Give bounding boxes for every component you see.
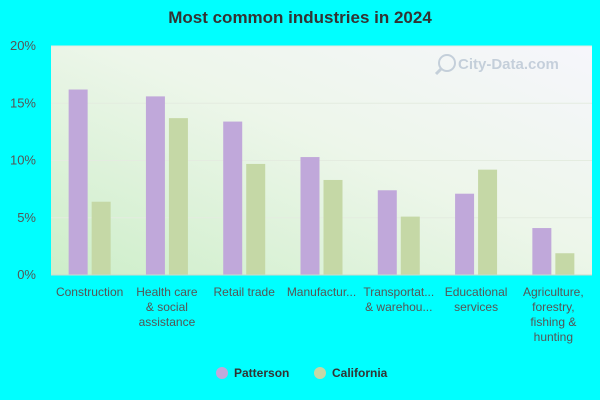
watermark-magnifier-icon: [438, 54, 456, 72]
legend-swatch-california: [314, 367, 326, 379]
chart-title: Most common industries in 2024: [168, 8, 432, 27]
x-category-label: Manufactur...: [287, 285, 356, 299]
y-tick-label: 10%: [10, 153, 36, 168]
bar-patterson[interactable]: [223, 121, 243, 275]
watermark-magnifier-handle: [434, 67, 443, 76]
y-axis-ticks: 0% 5% 10% 15% 20%: [10, 38, 36, 282]
x-category-label: Agriculture, forestry, fishing & hunting: [523, 285, 584, 344]
gridlines: [51, 45, 592, 219]
bar-patterson[interactable]: [68, 89, 88, 275]
bar-patterson[interactable]: [300, 157, 320, 275]
bars: [68, 89, 575, 275]
watermark-text: City-Data.com: [458, 56, 559, 73]
bar-california[interactable]: [323, 179, 343, 275]
bar-patterson[interactable]: [532, 228, 552, 275]
bar-california[interactable]: [400, 216, 420, 275]
bar-patterson[interactable]: [377, 190, 397, 275]
legend: Patterson California: [216, 366, 388, 380]
bar-california[interactable]: [555, 253, 575, 275]
x-category-label: Educational services: [445, 285, 508, 314]
x-category-label: Health care & social assistance: [136, 285, 198, 329]
bar-california[interactable]: [478, 169, 498, 275]
y-tick-label: 15%: [10, 95, 36, 110]
y-tick-label: 0%: [17, 267, 36, 282]
y-tick-label: 5%: [17, 210, 36, 225]
legend-label-california: California: [332, 366, 388, 380]
bar-california[interactable]: [91, 201, 111, 275]
watermark-logo: City-Data.com: [434, 54, 559, 76]
y-tick-label: 20%: [10, 38, 36, 53]
bar-california[interactable]: [168, 118, 188, 275]
legend-swatch-patterson: [216, 367, 228, 379]
bar-patterson[interactable]: [145, 96, 165, 275]
x-category-label: Retail trade: [214, 285, 276, 299]
x-axis-labels: Construction Health care & social assistanc…: [51, 274, 592, 344]
bar-patterson[interactable]: [455, 193, 475, 275]
bar-california[interactable]: [246, 163, 266, 275]
x-category-label: Construction: [56, 285, 123, 299]
legend-label-patterson: Patterson: [234, 366, 289, 380]
x-category-label: Transportat... & warehou...: [363, 285, 434, 314]
